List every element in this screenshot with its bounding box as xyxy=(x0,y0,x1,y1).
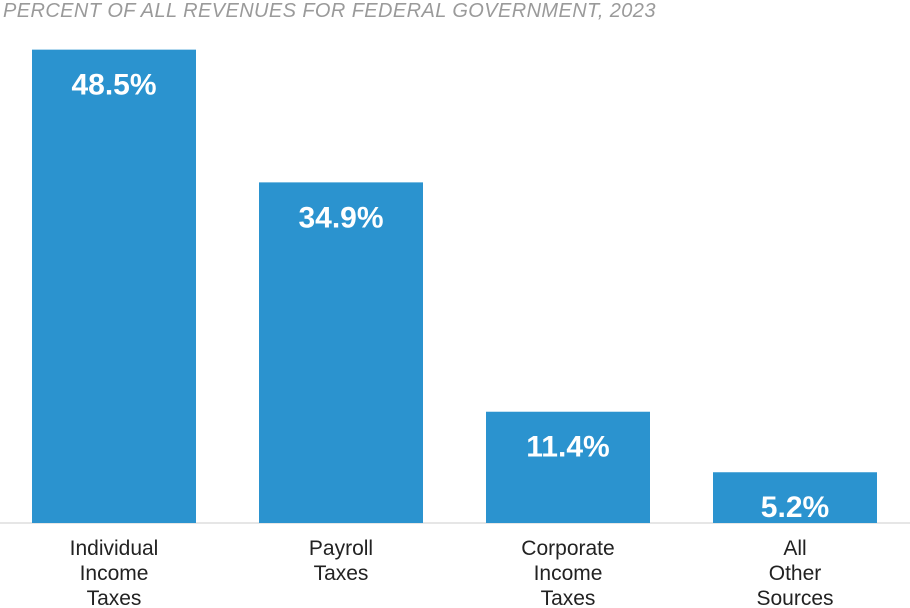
category-label-2-line-2: Taxes xyxy=(541,587,596,608)
category-label-1-line-0: Payroll xyxy=(309,537,373,560)
category-label-0-line-0: Individual xyxy=(70,537,159,560)
chart-title: PERCENT OF ALL REVENUES FOR FEDERAL GOVE… xyxy=(3,0,656,22)
bars-layer: 48.5% 34.9% 11.4% 5.2% xyxy=(32,49,877,524)
category-label-1-line-1: Taxes xyxy=(314,562,369,585)
category-label-0-line-2: Taxes xyxy=(87,587,142,608)
bar-1 xyxy=(259,182,423,523)
bar-3 xyxy=(713,472,877,523)
category-label-2-line-0: Corporate xyxy=(521,537,614,560)
value-label-1: 34.9% xyxy=(298,201,383,234)
category-label-2-line-1: Income xyxy=(534,562,603,585)
category-label-3-line-1: Other xyxy=(769,562,822,585)
bar-0 xyxy=(32,49,196,523)
category-labels-layer: IndividualIncomeTaxesPayrollTaxesCorpora… xyxy=(70,537,834,608)
value-label-2: 11.4% xyxy=(526,431,609,464)
value-label-3: 5.2% xyxy=(761,491,829,524)
category-label-3-line-2: Sources xyxy=(756,587,833,608)
category-label-0-line-1: Income xyxy=(80,562,149,585)
category-label-3-line-0: All xyxy=(783,537,806,560)
bar-2 xyxy=(486,411,650,523)
value-label-0: 48.5% xyxy=(71,69,156,102)
